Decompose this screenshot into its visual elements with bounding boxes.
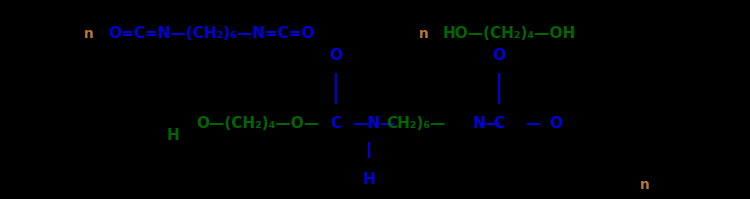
Text: n: n	[83, 27, 94, 41]
Text: C: C	[331, 116, 341, 131]
Text: n: n	[419, 27, 429, 41]
Text: O—(CH₂)₄—O—: O—(CH₂)₄—O—	[196, 116, 320, 131]
Text: CH₂)₆—: CH₂)₆—	[386, 116, 446, 131]
Text: H: H	[166, 128, 178, 143]
Text: O=C=N—(CH₂)₆—N=C=O: O=C=N—(CH₂)₆—N=C=O	[109, 26, 315, 41]
Text: H: H	[363, 172, 375, 187]
Text: O: O	[492, 48, 506, 63]
Text: N—: N—	[472, 116, 501, 131]
Text: —N—: —N—	[352, 116, 396, 131]
Text: C: C	[494, 116, 504, 131]
Text: O: O	[549, 116, 562, 131]
Text: —: —	[525, 116, 540, 131]
Text: HO—(CH₂)₄—OH: HO—(CH₂)₄—OH	[442, 26, 576, 41]
Text: n: n	[640, 178, 650, 192]
Text: O: O	[329, 48, 343, 63]
